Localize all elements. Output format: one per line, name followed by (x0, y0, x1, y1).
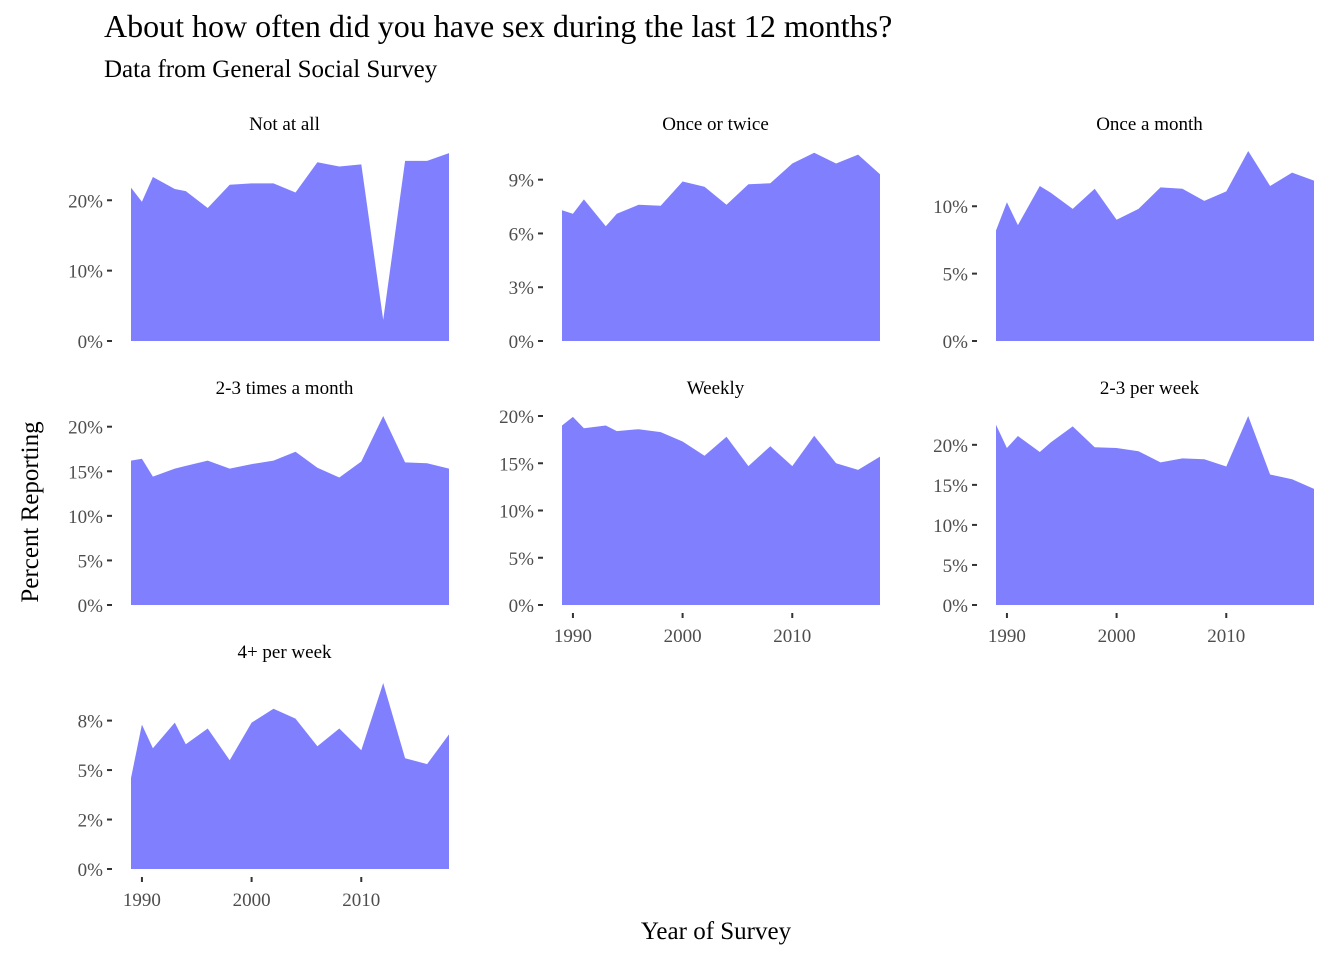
y-tick-label: 5% (509, 549, 535, 570)
y-tick-label: 20% (68, 418, 103, 439)
y-tick-label: 5% (943, 556, 969, 577)
area-series (562, 416, 880, 605)
y-tick-label: 3% (509, 278, 535, 299)
y-tick-label: 6% (509, 224, 535, 245)
x-tick-label: 2010 (773, 626, 811, 647)
y-tick-label: 0% (943, 596, 969, 617)
y-tick-label: 0% (509, 332, 535, 353)
y-tick-label: 20% (68, 191, 103, 212)
x-tick-label: 1990 (123, 890, 161, 911)
y-tick-label: 10% (933, 516, 968, 537)
x-tick-label: 2000 (1098, 626, 1136, 647)
x-tick-label: 2000 (233, 890, 271, 911)
panel-strip-label: 2-3 times a month (216, 378, 354, 399)
x-tick-label: 2010 (1207, 626, 1245, 647)
chart-title: About how often did you have sex during … (104, 8, 893, 44)
y-tick-label: 0% (78, 596, 104, 617)
panel-strip-label: 2-3 per week (1100, 378, 1200, 399)
y-tick-label: 0% (78, 332, 104, 353)
y-tick-label: 15% (499, 454, 534, 475)
y-tick-label: 8% (78, 712, 104, 733)
panel-4: Weekly 0% 5% 10% 15% 20% 1990 2000 2010 (499, 378, 880, 647)
y-tick-label: 15% (933, 476, 968, 497)
panel-strip-label: Once or twice (662, 114, 769, 135)
area-series (131, 416, 449, 605)
y-tick-label: 20% (499, 407, 534, 428)
y-axis-title: Percent Reporting (17, 421, 44, 603)
panel-strip-label: 4+ per week (237, 642, 332, 663)
x-axis-title: Year of Survey (641, 918, 792, 945)
y-tick-label: 0% (943, 332, 969, 353)
area-series (131, 153, 449, 341)
y-tick-label: 10% (933, 197, 968, 218)
x-tick-label: 1990 (554, 626, 592, 647)
y-tick-label: 5% (78, 761, 104, 782)
area-series (996, 151, 1314, 341)
y-tick-label: 20% (933, 436, 968, 457)
chart-subtitle: Data from General Social Survey (104, 56, 438, 83)
panel-3: 2-3 times a month 0% 5% 10% 15% 20% (68, 378, 449, 617)
y-tick-label: 0% (509, 596, 535, 617)
y-tick-label: 5% (78, 551, 104, 572)
panel-6: 4+ per week 0% 2% 5% 8% 1990 2000 2010 (78, 642, 449, 911)
panel-strip-label: Not at all (249, 114, 320, 135)
y-tick-label: 2% (78, 811, 104, 832)
area-series (996, 416, 1314, 605)
panel-strip-label: Weekly (687, 378, 745, 399)
x-tick-label: 1990 (988, 626, 1026, 647)
y-tick-label: 9% (509, 171, 535, 192)
y-tick-label: 10% (499, 502, 534, 523)
panel-0: Not at all 0% 10% 20% (68, 114, 449, 353)
y-tick-label: 5% (943, 265, 969, 286)
y-tick-label: 10% (68, 507, 103, 528)
panel-1: Once or twice 0% 3% 6% 9% (509, 114, 880, 353)
y-tick-label: 0% (78, 860, 104, 881)
x-tick-label: 2000 (664, 626, 702, 647)
y-tick-label: 10% (68, 262, 103, 283)
panel-strip-label: Once a month (1096, 114, 1203, 135)
area-series (562, 152, 880, 341)
panel-5: 2-3 per week 0% 5% 10% 15% 20% 1990 2000 2010 (933, 378, 1314, 647)
x-tick-label: 2010 (342, 890, 380, 911)
panel-2: Once a month 0% 5% 10% (933, 114, 1314, 353)
y-tick-label: 15% (68, 462, 103, 483)
area-series (131, 683, 449, 869)
